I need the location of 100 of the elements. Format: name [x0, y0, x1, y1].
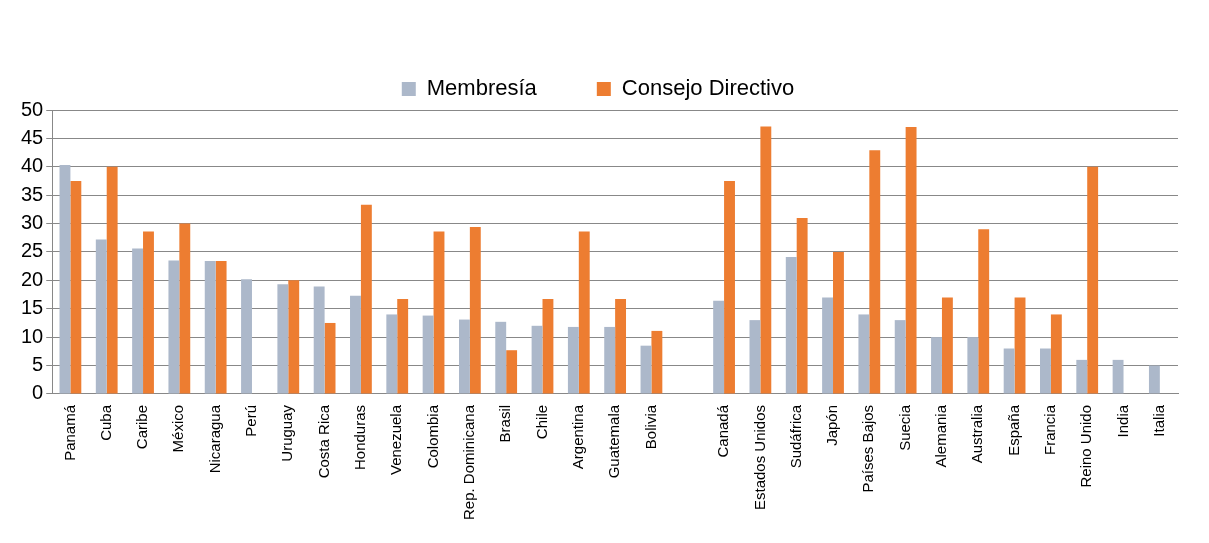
bar [313, 286, 325, 394]
x-tick-label: Francia [1041, 404, 1059, 455]
bar [785, 257, 797, 394]
x-tick-label: Sudáfrica [786, 404, 804, 469]
y-tick-label: 10 [21, 324, 44, 347]
legend-label: Membresía [426, 75, 538, 101]
bar [179, 223, 191, 394]
x-tick-label: Caribe [133, 404, 151, 450]
bar [324, 322, 336, 394]
bar [95, 239, 107, 394]
bar [168, 260, 180, 394]
bar [858, 314, 870, 394]
y-tick-label: 25 [21, 239, 44, 262]
x-tick-label: Panamá [60, 404, 78, 461]
x-tick-label: España [1004, 404, 1022, 456]
bar [386, 314, 398, 394]
x-tick-label: Honduras [351, 404, 369, 470]
y-tick-label: 35 [21, 182, 44, 205]
x-tick-label: Chile [532, 404, 550, 440]
bar [106, 166, 118, 394]
x-tick-label: Países Bajos [859, 404, 877, 493]
bar [506, 350, 518, 394]
bar [1003, 348, 1015, 394]
x-tick-label: Australia [968, 404, 986, 464]
y-tick-label: 30 [21, 211, 44, 234]
bar [931, 337, 942, 394]
bar [1076, 359, 1088, 394]
x-tick-label: Rep. Dominicana [460, 404, 478, 521]
bar [458, 319, 470, 394]
y-tick-label: 20 [21, 267, 44, 290]
bar [469, 226, 481, 394]
bar [542, 299, 554, 394]
x-tick-label: Brasil [496, 404, 514, 443]
x-tick-label: México [169, 404, 187, 453]
bar [713, 300, 725, 394]
bar [241, 279, 252, 394]
y-tick-label: 15 [21, 296, 44, 319]
bar [869, 150, 881, 394]
x-tick-label: Costa Rica [314, 404, 332, 479]
bar [277, 284, 289, 394]
bar [143, 231, 154, 394]
x-tick-label: Guatemala [605, 404, 623, 479]
bar [894, 320, 906, 394]
x-tick-label: Italia [1149, 404, 1167, 437]
bar [1040, 348, 1051, 394]
x-tick-label: Perú [242, 404, 260, 437]
x-tick-label: India [1113, 404, 1131, 438]
y-tick-label: 0 [32, 381, 44, 404]
x-tick-label: Estados Unidos [750, 404, 768, 511]
y-tick-label: 45 [21, 125, 44, 148]
bar [978, 229, 990, 394]
bar [70, 180, 82, 394]
legend-label: Consejo Directivo [621, 75, 795, 101]
bar [1050, 314, 1062, 394]
bar [397, 299, 409, 394]
x-tick-label: Cuba [96, 404, 114, 441]
x-tick-label: Japón [823, 404, 841, 446]
bar [822, 297, 834, 394]
y-tick-label: 40 [21, 154, 44, 177]
x-tick-label: Argentina [568, 404, 586, 470]
bar [422, 315, 434, 394]
bar [433, 231, 445, 394]
bar [749, 320, 761, 394]
bar [905, 127, 917, 394]
bar [567, 326, 579, 394]
x-tick-label: Alemania [932, 404, 950, 468]
bar [833, 251, 844, 394]
bar [1148, 365, 1160, 394]
x-tick-label: Reino Unido [1077, 404, 1095, 488]
bar [578, 231, 590, 394]
x-tick-label: Colombia [423, 404, 441, 469]
bar [59, 165, 71, 394]
bar [941, 297, 953, 394]
y-tick-label: 50 [21, 97, 44, 120]
bar [604, 326, 616, 394]
x-tick-label: Nicaragua [205, 404, 223, 474]
bar [615, 299, 627, 394]
x-tick-label: Suecia [895, 404, 913, 451]
x-tick-label: Canadá [714, 404, 732, 458]
bar [967, 337, 979, 394]
bar [495, 321, 507, 394]
y-tick-label: 5 [32, 353, 44, 376]
bar [350, 295, 361, 394]
bar [360, 204, 372, 394]
bar [760, 126, 772, 394]
x-tick-label: Uruguay [278, 404, 296, 462]
bar [651, 330, 663, 394]
x-tick-label: Venezuela [387, 404, 405, 476]
bar [1112, 359, 1124, 394]
bar [215, 261, 227, 394]
bar [1014, 297, 1026, 394]
bar [288, 280, 300, 394]
bar [724, 180, 735, 394]
bar [531, 325, 543, 394]
bar [640, 345, 652, 394]
bar [204, 261, 216, 394]
bar [796, 217, 808, 394]
bar [132, 248, 144, 394]
x-tick-label: Bolivia [641, 404, 659, 450]
bar [1087, 166, 1099, 394]
